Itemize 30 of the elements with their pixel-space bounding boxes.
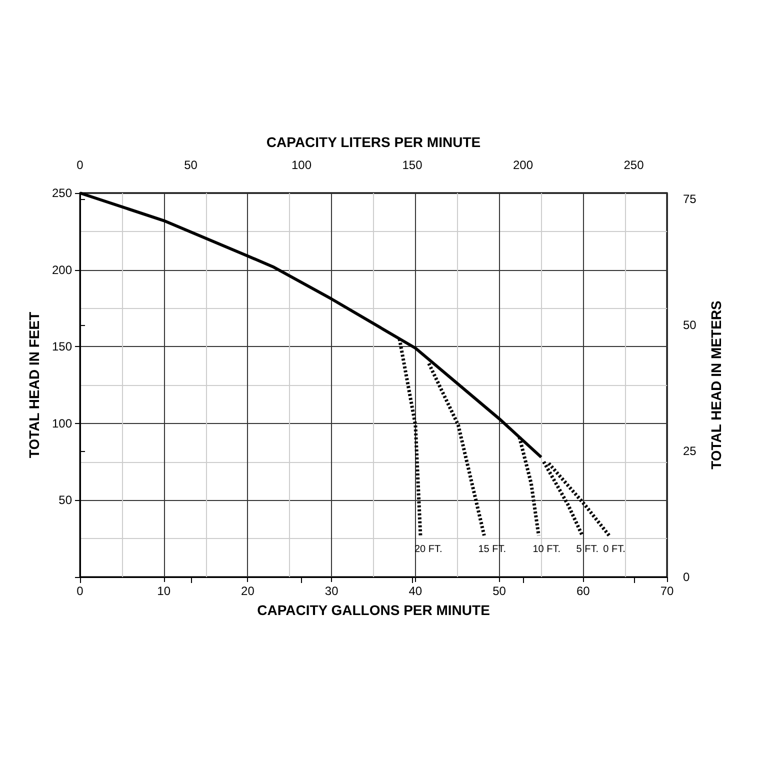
x-tick-label: 20 [241,584,255,598]
y2-tick-label: 75 [683,192,697,206]
series-label: 5 FT. [576,544,599,556]
x-tick-label: 10 [157,584,171,598]
x-axis-title: CAPACITY GALLONS PER MINUTE [257,602,490,618]
y-axis-title: TOTAL HEAD IN FEET [26,311,42,458]
series-label: 10 FT. [532,544,560,556]
x-tick-label: 60 [576,584,590,598]
y-tick-label: 200 [52,262,72,277]
x2-tick-label: 150 [402,158,423,172]
y-tick-label: 50 [58,493,72,508]
x2-tick-label: 250 [624,158,644,172]
y-tick-label: 150 [52,340,72,354]
x-tick-label: 70 [660,584,674,598]
x2-tick-label: 50 [184,158,198,172]
x2-tick-label: 200 [513,158,534,172]
x-tick-label: 40 [408,584,422,598]
y2-axis-title: TOTAL HEAD IN METERS [708,300,724,470]
x-tick-label: 30 [324,584,339,598]
y-tick-label: 100 [52,416,72,430]
x-tick-label: 0 [76,584,84,598]
x2-tick-label: 0 [76,158,84,172]
y2-tick-label: 0 [683,570,690,584]
y2-tick-label: 25 [683,444,697,458]
x2-tick-label: 100 [291,158,312,172]
y2-tick-label: 50 [683,318,697,332]
x2-axis-title: CAPACITY LITERS PER MINUTE [266,134,481,150]
y-tick-label: 250 [52,186,72,200]
x-tick-label: 50 [492,584,506,598]
series-label: 0 FT. [603,544,626,556]
